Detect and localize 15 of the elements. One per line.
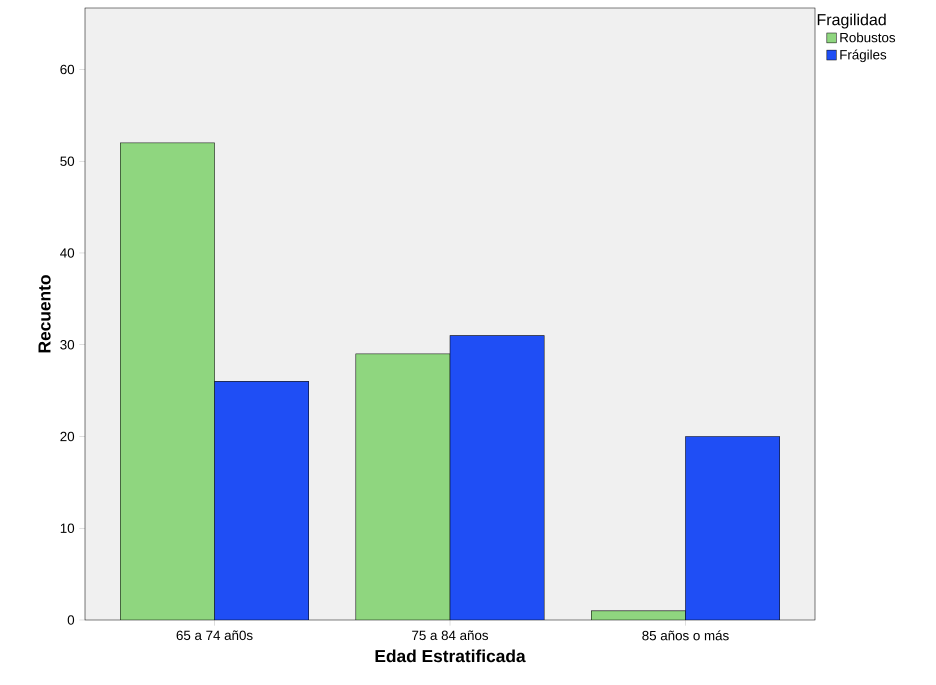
y-tick-label: 20: [60, 432, 74, 442]
x-tick-label: 75 a 84 años: [412, 630, 488, 640]
y-tick-label: 30: [60, 340, 74, 350]
legend-title: Fragilidad: [818, 14, 886, 29]
y-tick-label: 10: [60, 524, 74, 533]
y-tick-label: 40: [60, 248, 74, 258]
legend-label: Frágiles: [840, 50, 886, 62]
y-axis-title: Recuento: [38, 275, 51, 352]
x-tick-label: 65 a 74 añ0s: [176, 630, 253, 640]
x-tick-label: 85 años o más: [642, 630, 729, 640]
y-tick-label: 0: [68, 615, 74, 625]
legend-label: Robustos: [840, 32, 896, 42]
x-axis-title: Edad Estratificada: [376, 649, 526, 662]
y-tick-label: 50: [60, 156, 74, 166]
y-tick-label: 60: [60, 64, 74, 74]
